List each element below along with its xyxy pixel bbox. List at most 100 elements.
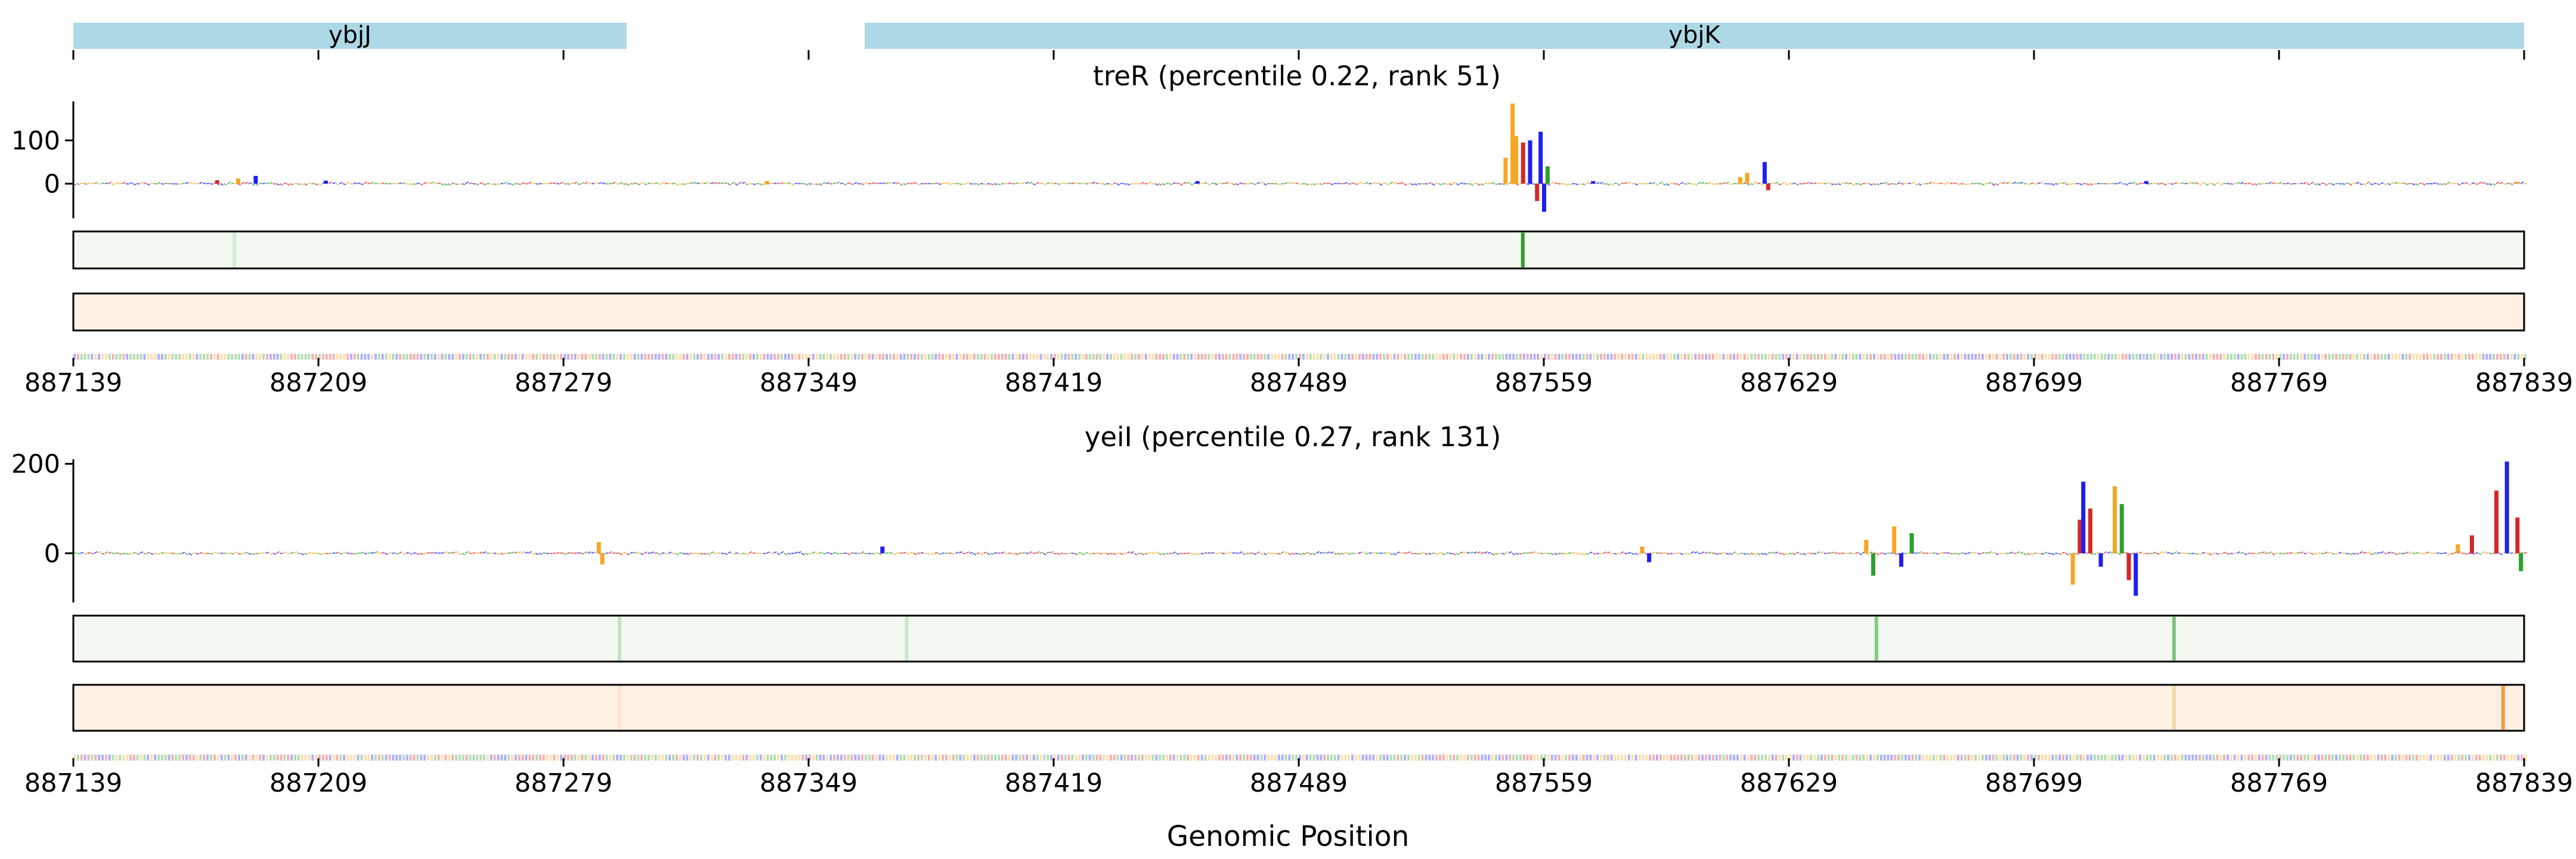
sequence-base [1516,354,1519,360]
attribution-noise [651,551,655,554]
attribution-noise [1456,552,1460,555]
attribution-noise [1494,552,1498,555]
sequence-base [94,755,97,761]
sequence-base [1617,354,1620,360]
sequence-base [1081,354,1084,360]
attribution-noise [1515,552,1519,555]
sequence-base [2069,755,2072,761]
sequence-base [315,354,318,360]
attribution-noise [507,552,511,554]
attribution-noise [1365,181,1368,184]
sequence-base [1992,354,1995,360]
attribution-peak [2515,517,2520,554]
attribution-noise [1778,183,1782,186]
sequence-base [1218,755,1221,761]
attribution-noise [1760,183,1764,186]
sequence-base [329,755,332,761]
attribution-noise [1445,552,1449,554]
sequence-base [773,354,776,360]
sequence-base [619,354,622,360]
sequence-base [2076,755,2079,761]
sequence-base [276,354,279,360]
sequence-base [2373,354,2376,360]
sequence-base [591,354,594,360]
sequence-base [1806,755,1809,761]
attribution-noise [2117,181,2122,184]
attribution-noise [714,181,717,184]
sequence-base [1848,755,1851,761]
sequence-base [1386,354,1389,360]
attribution-noise [479,551,483,554]
sequence-base [948,354,951,360]
attribution-noise [2366,181,2370,184]
sequence-base [1743,755,1746,761]
attribution-noise [276,551,280,554]
attribution-noise [2103,551,2107,554]
attribution-peak [323,180,328,184]
sequence-base [80,755,83,761]
sequence-base [640,354,643,360]
sequence-base [1326,354,1329,360]
sequence-base [209,354,212,360]
attribution-noise [490,183,494,186]
sequence-base [1169,755,1172,761]
sequence-base [2251,354,2254,360]
sequence-base [1687,755,1690,761]
attribution-noise [917,183,921,186]
attribution-noise [2016,181,2020,184]
sequence-base [1382,755,1385,761]
sequence-base [1211,755,1214,761]
sequence-base [998,354,1001,360]
sequence-base [1649,354,1652,360]
attribution-noise [357,182,360,184]
sequence-base [430,354,433,360]
attribution-noise [2296,183,2300,184]
attribution-noise [143,182,147,184]
attribution-noise [1456,183,1460,186]
sequence-base [791,755,794,761]
attribution-noise [1936,552,1939,555]
sequence-base [290,755,293,761]
sequence-base [2135,354,2138,360]
attribution-noise [2205,183,2209,186]
sequence-base [1109,354,1112,360]
sequence-base [1162,354,1165,360]
attribution-noise [150,552,154,555]
attribution-noise [910,552,914,554]
sequence-base [206,755,209,761]
attribution-noise [157,181,161,184]
sequence-base [2100,354,2103,360]
attribution-noise [542,552,546,554]
sequence-base [931,755,934,761]
sequence-base [777,354,780,360]
sequence-base [1064,354,1067,360]
sequence-base [1330,755,1333,761]
attribution-noise [2261,551,2265,554]
attribution-noise [1732,551,1736,554]
attribution-noise [1148,181,1152,184]
sequence-base [2303,755,2306,761]
sequence-base [458,755,461,761]
sequence-base [1981,755,1984,761]
sequence-base [1494,354,1497,360]
sequence-base [2286,354,2289,360]
attribution-noise [1988,182,1992,184]
sequence-base [1365,755,1368,761]
sequence-base [1330,354,1333,360]
attribution-noise [804,552,809,555]
sequence-base [1075,354,1078,360]
attribution-noise [2051,183,2055,186]
sequence-base [598,354,601,360]
attribution-noise [1767,552,1772,554]
sequence-base [1880,354,1883,360]
attribution-noise [1106,552,1110,555]
sequence-base [2156,755,2159,761]
attribution-noise [1330,551,1334,554]
x-tick-label: 887769 [2230,368,2328,398]
sequence-base [1054,755,1056,761]
sequence-base [1151,755,1154,761]
attribution-peak [1195,181,1200,184]
attribution-noise [308,182,311,184]
sequence-base [2160,755,2163,761]
sequence-base [2121,755,2124,761]
